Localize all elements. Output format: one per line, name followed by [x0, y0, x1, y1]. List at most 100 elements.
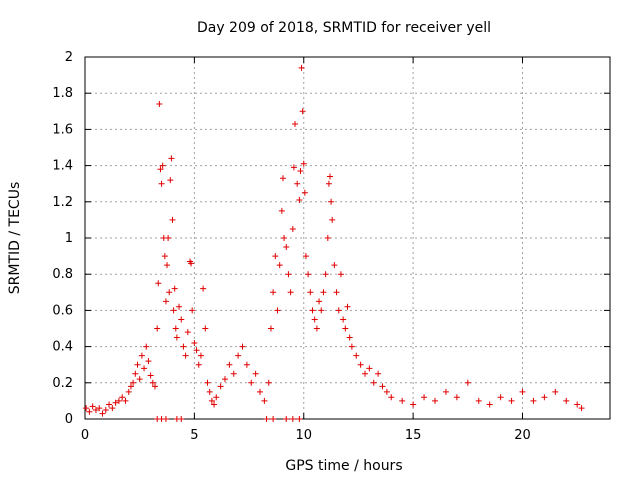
data-point [208, 397, 215, 404]
data-point [157, 166, 164, 173]
y-tick-label: 0.4 [52, 340, 73, 355]
data-point [188, 260, 195, 267]
y-tick-label: 1.8 [52, 86, 73, 101]
data-point [342, 325, 349, 332]
data-point [383, 388, 390, 395]
x-tick-label: 0 [81, 428, 89, 443]
data-point [200, 285, 207, 292]
data-point [195, 361, 202, 368]
data-point [325, 180, 332, 187]
data-point [311, 316, 318, 323]
data-point [267, 325, 274, 332]
data-point [519, 388, 526, 395]
data-point [239, 343, 246, 350]
data-point [204, 379, 211, 386]
data-point [167, 177, 174, 184]
data-point [102, 406, 109, 413]
data-point [155, 280, 162, 287]
data-point [508, 397, 515, 404]
data-point [138, 352, 145, 359]
data-point [112, 399, 119, 406]
data-points [83, 64, 585, 422]
data-point [432, 397, 438, 404]
data-point [289, 225, 296, 232]
data-point [92, 406, 99, 413]
data-point [327, 173, 333, 180]
data-point [189, 307, 196, 314]
data-point [149, 379, 156, 386]
data-point [154, 325, 161, 332]
data-point [206, 388, 213, 395]
axis-ticks: 0 5 10 15 20 0 0.2 0.4 0.6 0.8 1 1.2 1.4 1.6 1.8 2 [52, 50, 610, 443]
data-point [278, 207, 285, 214]
data-point [156, 101, 163, 108]
data-point [99, 410, 106, 417]
data-point [353, 352, 360, 359]
data-point [257, 388, 263, 395]
data-point [285, 271, 292, 278]
data-point [578, 405, 585, 412]
data-point [211, 401, 218, 408]
data-point [152, 383, 158, 390]
data-point [222, 376, 228, 383]
data-point [348, 343, 355, 350]
data-point [307, 289, 314, 296]
data-point [122, 397, 129, 404]
data-point [165, 235, 172, 241]
data-point [292, 120, 298, 127]
y-tick-label: 0.2 [52, 376, 73, 391]
data-point [202, 325, 209, 332]
data-point [162, 416, 169, 422]
data-point [287, 289, 294, 296]
data-point [252, 370, 259, 377]
y-tick-label: 2 [65, 50, 73, 65]
data-point [541, 394, 548, 401]
data-point [283, 244, 290, 251]
data-point [164, 262, 171, 269]
data-point [563, 397, 570, 404]
data-point [279, 175, 286, 182]
grid-lines [85, 57, 610, 419]
data-point [530, 397, 537, 404]
data-point [169, 216, 176, 223]
data-point [130, 379, 137, 386]
data-point [337, 271, 344, 278]
data-point [125, 388, 132, 395]
y-tick-label: 1.2 [52, 195, 73, 210]
chart-title: Day 209 of 2018, SRMTID for receiver yel… [197, 20, 491, 36]
data-point [486, 401, 493, 408]
data-point [322, 271, 329, 278]
data-point [170, 307, 177, 314]
x-tick-label: 10 [295, 428, 312, 443]
data-point [141, 365, 148, 372]
data-point [182, 352, 189, 359]
data-point [290, 164, 297, 171]
data-point [213, 394, 220, 401]
data-point [171, 285, 178, 292]
data-point [270, 289, 277, 296]
data-point [329, 216, 336, 223]
data-point [172, 325, 179, 332]
data-point [305, 271, 312, 278]
data-point [166, 289, 173, 296]
data-point [89, 403, 96, 410]
data-point [115, 397, 122, 404]
data-point [357, 361, 364, 368]
data-point [86, 408, 93, 415]
data-point [145, 358, 152, 365]
data-point [158, 180, 165, 187]
data-point [281, 235, 288, 241]
data-point [261, 397, 268, 404]
data-point [248, 379, 255, 386]
y-tick-label: 0 [65, 412, 73, 427]
data-point [399, 397, 406, 404]
data-point [333, 289, 340, 296]
data-point [134, 361, 141, 368]
data-point [320, 289, 327, 296]
data-point [274, 307, 281, 314]
data-point [109, 405, 116, 412]
data-point [161, 253, 168, 260]
data-point [316, 298, 323, 305]
data-point [298, 64, 305, 71]
